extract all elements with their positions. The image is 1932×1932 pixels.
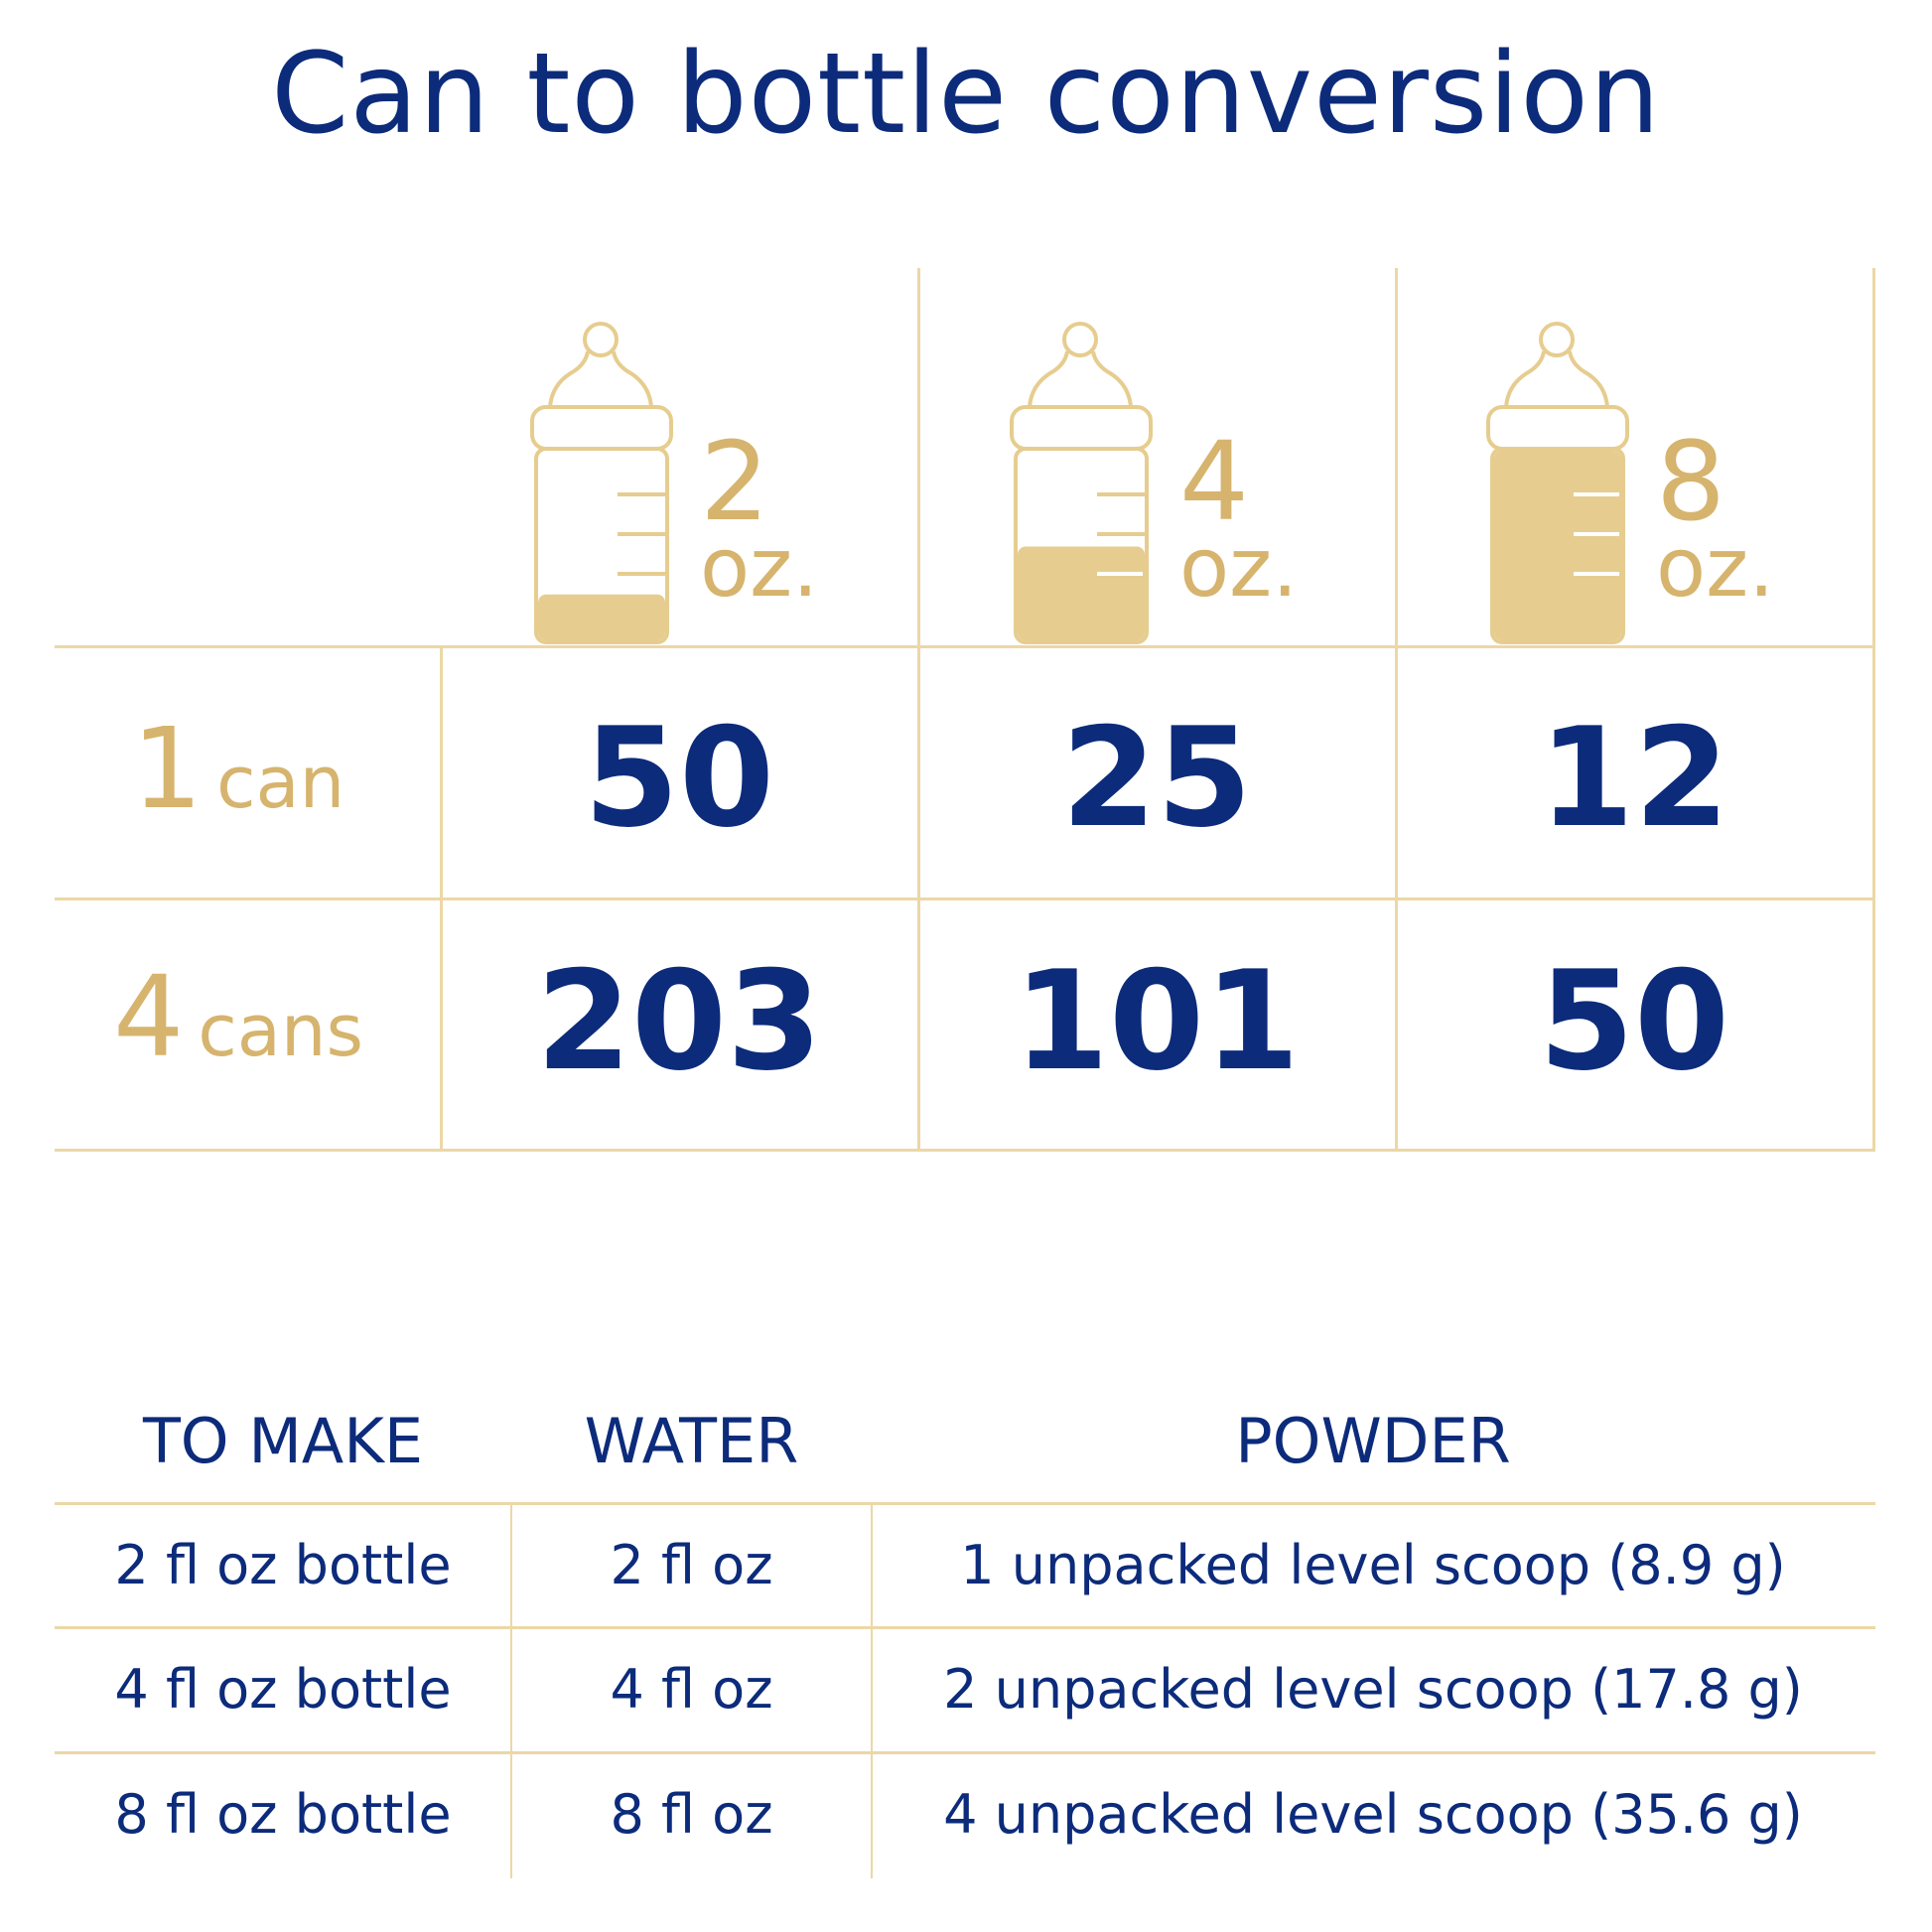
table-cell: 4 fl oz bottle: [114, 1658, 452, 1721]
bottle-unit: oz.: [1656, 521, 1775, 616]
header-to-make: TO MAKE: [142, 1405, 424, 1477]
table-cell: 4 fl oz: [610, 1658, 773, 1721]
can-count: 4: [112, 953, 185, 1082]
cell-value: 25: [1060, 698, 1253, 858]
grid-line: [917, 268, 920, 1152]
grid-line: [871, 1503, 873, 1878]
bottle-fill: [1494, 451, 1621, 640]
table-cell: 2 fl oz: [610, 1534, 773, 1596]
cell-value: 50: [1538, 941, 1730, 1101]
grid-line: [55, 645, 1875, 648]
grid-line: [55, 1149, 1875, 1152]
baby-bottle-icon: [530, 322, 673, 644]
grid-line: [55, 1751, 1875, 1754]
bottle-unit: oz.: [700, 521, 819, 616]
bottle-size: 8: [1656, 418, 1725, 545]
grid-line: [55, 1502, 1875, 1505]
header-powder: POWDER: [1235, 1405, 1511, 1477]
cell-value: 101: [1013, 941, 1301, 1101]
table-cell: 8 fl oz: [610, 1783, 773, 1846]
table-cell: 2 unpacked level scoop (17.8 g): [943, 1658, 1803, 1721]
bottle-size: 4: [1179, 418, 1249, 545]
bottle-size: 2: [700, 418, 769, 545]
can-unit: cans: [198, 989, 364, 1072]
cell-value: 50: [583, 698, 775, 858]
baby-bottle-icon: [1010, 322, 1153, 644]
baby-bottle-icon: [1486, 322, 1629, 644]
bottle-fill: [1018, 546, 1145, 640]
can-count: 1: [131, 705, 203, 834]
table-cell: 8 fl oz bottle: [114, 1783, 452, 1846]
header-water: WATER: [584, 1405, 799, 1477]
grid-line: [510, 1503, 512, 1878]
table-cell: 1 unpacked level scoop (8.9 g): [960, 1534, 1786, 1596]
table-cell: 4 unpacked level scoop (35.6 g): [943, 1783, 1803, 1846]
can-unit: can: [215, 741, 345, 824]
cell-value: 203: [535, 941, 823, 1101]
grid-line: [1872, 268, 1875, 1152]
table-cell: 2 fl oz bottle: [114, 1534, 452, 1596]
grid-line: [55, 897, 1875, 900]
cell-value: 12: [1538, 698, 1730, 858]
bottle-unit: oz.: [1179, 521, 1299, 616]
row-label-1-can: 1 can: [60, 705, 417, 834]
grid-line: [55, 1626, 1875, 1629]
row-label-4-cans: 4 cans: [60, 953, 417, 1082]
page-title: Can to bottle conversion: [271, 30, 1661, 159]
grid-line: [1395, 268, 1398, 1152]
bottle-fill: [538, 594, 665, 640]
